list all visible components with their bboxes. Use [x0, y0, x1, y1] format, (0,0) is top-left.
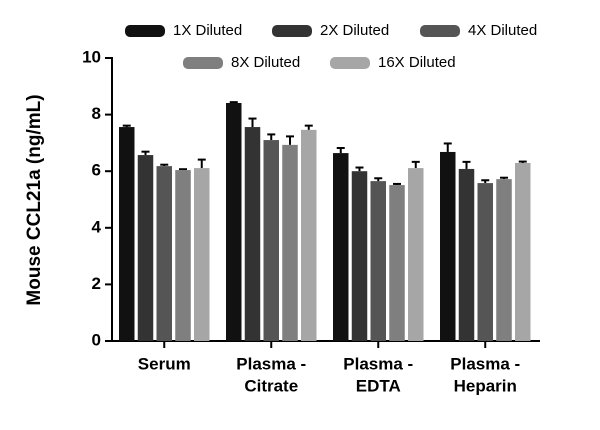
x-tick-label: Plasma - [450, 354, 520, 373]
bar [370, 181, 386, 341]
y-tick-label: 2 [92, 274, 101, 293]
bar [351, 171, 368, 341]
y-tick-label: 10 [82, 47, 101, 66]
bar [477, 183, 493, 341]
legend-swatch [125, 25, 165, 37]
legend-swatch [420, 25, 460, 37]
legend-label: 4X Diluted [468, 22, 537, 39]
x-tick-label: EDTA [356, 376, 401, 395]
bar [496, 179, 512, 341]
x-tick-label: Citrate [244, 376, 298, 395]
x-tick-label: Plasma - [343, 354, 413, 373]
legend-label: 1X Diluted [173, 22, 242, 39]
legend-label: 16X Diluted [378, 54, 456, 71]
y-tick-label: 8 [92, 104, 101, 123]
bar [156, 166, 172, 341]
bar [226, 102, 242, 341]
legend-label: 8X Diluted [231, 54, 300, 71]
x-tick-label: Heparin [454, 376, 517, 395]
legend-swatch [272, 25, 312, 37]
y-tick-label: 4 [92, 217, 102, 236]
legend-label: 2X Diluted [320, 22, 389, 39]
bar [389, 185, 405, 341]
legend-swatch [330, 57, 370, 69]
bar [119, 127, 135, 341]
bar [301, 129, 317, 341]
legend-swatch [183, 57, 223, 69]
y-tick-label: 0 [92, 330, 101, 349]
x-tick-label: Plasma - [236, 354, 306, 373]
y-axis-label: Mouse CCL21a (ng/mL) [24, 94, 45, 305]
bar [282, 144, 298, 341]
bar [244, 127, 261, 341]
bar [408, 168, 424, 341]
bar [194, 168, 210, 341]
bar [175, 170, 191, 341]
x-tick-label: Serum [138, 354, 191, 373]
bar [440, 151, 456, 341]
y-tick-label: 6 [92, 161, 101, 180]
bar [515, 162, 531, 341]
bar [458, 168, 475, 341]
bar [263, 140, 279, 341]
bar [333, 153, 349, 341]
bar [137, 155, 154, 341]
